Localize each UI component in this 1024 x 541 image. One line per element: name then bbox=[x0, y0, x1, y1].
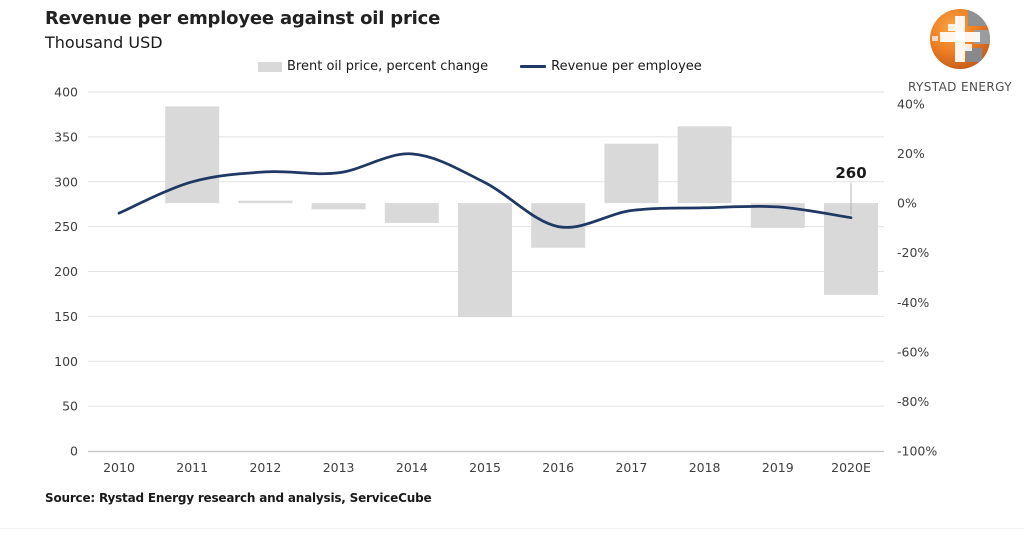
right-axis-tick--100: -100% bbox=[897, 444, 937, 459]
right-axis-tick--40: -40% bbox=[897, 295, 929, 310]
right-axis-tick--20: -20% bbox=[897, 245, 929, 260]
x-tick-2013: 2013 bbox=[323, 460, 355, 475]
bar-2012 bbox=[238, 200, 293, 204]
legend-item-revenue: Revenue per employee bbox=[520, 59, 702, 74]
bar-2018 bbox=[677, 126, 732, 204]
globe-logo-icon bbox=[930, 9, 990, 69]
logo-wordmark: RYSTAD ENERGY bbox=[908, 80, 1012, 94]
left-axis-tick-200: 200 bbox=[54, 264, 78, 279]
revenue-line bbox=[117, 152, 853, 229]
left-axis-tick-300: 300 bbox=[54, 174, 78, 189]
bar-2014 bbox=[384, 203, 439, 223]
line-series-swatch-icon bbox=[520, 65, 547, 68]
bar-2015 bbox=[458, 203, 512, 318]
bar-2013 bbox=[311, 203, 366, 210]
legend-label-revenue: Revenue per employee bbox=[551, 59, 702, 74]
chart-subtitle: Thousand USD bbox=[45, 33, 163, 52]
x-tick-2012: 2012 bbox=[249, 460, 281, 475]
x-tick-2017: 2017 bbox=[615, 460, 647, 475]
annotation-value: 260 bbox=[835, 164, 866, 182]
x-tick-2010: 2010 bbox=[103, 460, 135, 475]
left-axis-tick-250: 250 bbox=[54, 219, 78, 234]
right-axis-tick-0: 0% bbox=[897, 196, 917, 211]
left-axis-tick-150: 150 bbox=[54, 309, 78, 324]
right-axis-tick-40: 40% bbox=[897, 97, 925, 112]
rystad-energy-logo: RYSTAD ENERGY bbox=[905, 6, 1015, 94]
x-tick-2015: 2015 bbox=[469, 460, 501, 475]
chart-legend: Brent oil price, percent change Revenue … bbox=[258, 59, 702, 74]
left-axis-tick-0: 0 bbox=[70, 444, 78, 459]
bar-series-swatch-icon bbox=[258, 61, 282, 72]
x-tick-2018: 2018 bbox=[689, 460, 721, 475]
left-axis-tick-350: 350 bbox=[54, 129, 78, 144]
x-tick-2011: 2011 bbox=[176, 460, 208, 475]
source-note: Source: Rystad Energy research and analy… bbox=[45, 491, 432, 505]
x-tick-2014: 2014 bbox=[396, 460, 428, 475]
left-axis-tick-400: 400 bbox=[54, 85, 78, 100]
left-axis-tick-50: 50 bbox=[62, 399, 78, 414]
x-tick-2020E: 2020E bbox=[831, 460, 871, 475]
right-axis-tick--80: -80% bbox=[897, 394, 929, 409]
bottom-divider bbox=[0, 528, 1024, 529]
x-tick-2019: 2019 bbox=[762, 460, 794, 475]
right-axis-tick--60: -60% bbox=[897, 344, 929, 359]
bar-2017 bbox=[604, 143, 659, 204]
legend-label-brent: Brent oil price, percent change bbox=[287, 59, 489, 74]
left-axis-tick-100: 100 bbox=[54, 354, 78, 369]
x-tick-2016: 2016 bbox=[542, 460, 574, 475]
chart-title: Revenue per employee against oil price bbox=[45, 8, 441, 29]
legend-item-brent: Brent oil price, percent change bbox=[258, 59, 488, 74]
right-axis-tick-20: 20% bbox=[897, 146, 925, 161]
